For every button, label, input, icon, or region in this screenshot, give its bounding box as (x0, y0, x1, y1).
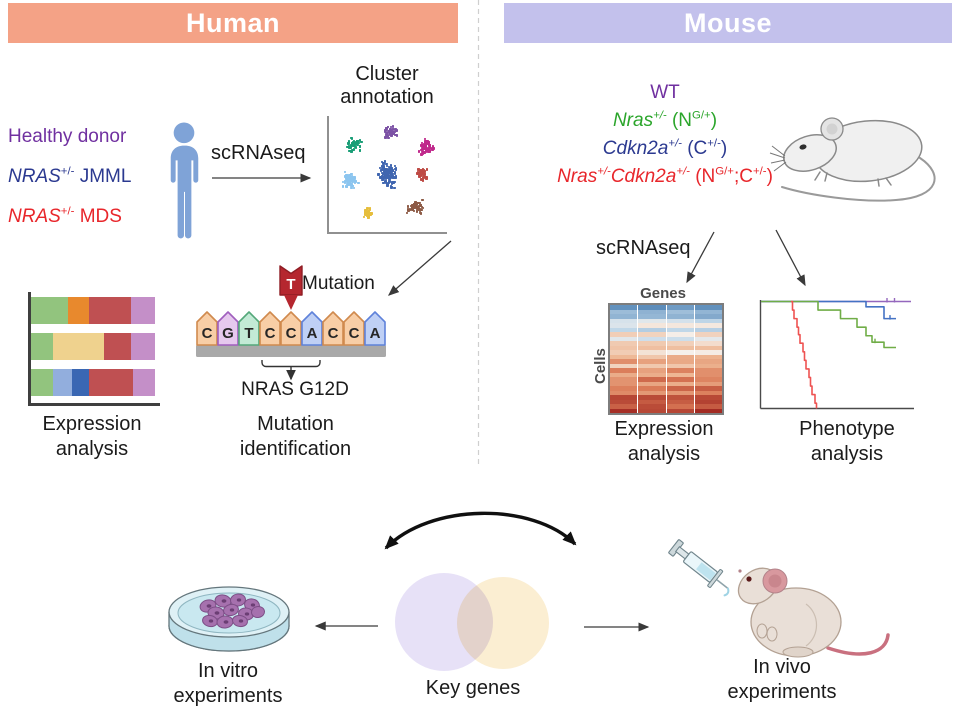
petri-dish-icon (168, 586, 290, 652)
expression-bar (31, 369, 155, 396)
svg-text:A: A (370, 325, 381, 342)
mouse-expression-caption: Expression analysis (614, 418, 714, 465)
cluster-plot (327, 116, 447, 234)
mouse-tail (826, 633, 890, 656)
scrnaseq-label-mouse: scRNAseq (596, 237, 691, 259)
survival-plot (759, 298, 914, 410)
genotype-label: Nras+/-Cdkn2a+/- (NG/+;C+/-) (557, 165, 773, 187)
mouse-to-survival-arrow (775, 229, 806, 287)
scrnaseq-label-human: scRNAseq (211, 142, 306, 164)
person-icon (170, 122, 199, 239)
mouse-to-heatmap-arrow (686, 231, 715, 284)
cluster-to-mutation-arrow (388, 240, 452, 296)
svg-text:C: C (328, 325, 339, 342)
key-genes-label: Key genes (425, 677, 521, 699)
mouse-eye (746, 576, 752, 582)
phenotype-caption: Phenotype analysis (799, 418, 895, 465)
human-donor-list: Healthy donor NRAS+/- JMML NRAS+/- MDS (8, 126, 168, 246)
human-mouse-exchange-arrow (384, 511, 577, 550)
survival-curve (761, 300, 896, 349)
mouse-tail (781, 157, 936, 202)
expression-bar (31, 297, 155, 324)
mutation-sequence: C G T C C A C C AT (196, 265, 386, 381)
svg-text:C: C (349, 325, 360, 342)
svg-text:T: T (286, 276, 295, 293)
human-expression-chart (28, 292, 160, 406)
mutation-label: Mutation (302, 273, 375, 294)
svg-text:C: C (202, 325, 213, 342)
mouse-eye (799, 144, 807, 150)
in-vivo-mouse-icon (668, 539, 890, 658)
mouse-whiskers (769, 145, 787, 172)
survival-curve (791, 300, 818, 409)
in-vivo-caption: In vivo experiments (727, 656, 837, 703)
donor-label: NRAS+/- MDS (8, 205, 122, 227)
genotype-label: Cdkn2a+/- (C+/-) (602, 137, 728, 159)
venn-circle-right (457, 577, 549, 669)
genotype-label: Nras+/- (NG/+) (612, 109, 718, 131)
mouse-panel-header: Mouse (504, 3, 952, 43)
mutation-result-label: NRAS G12D (241, 379, 349, 400)
survival-curve (761, 300, 896, 320)
mouse-icon (769, 117, 936, 202)
heatmap-genes-label: Genes (640, 285, 686, 302)
svg-text:T: T (244, 325, 253, 342)
donor-label: Healthy donor (8, 126, 127, 147)
expression-heatmap (608, 303, 724, 415)
cluster-annotation-title: Cluster annotation (340, 63, 434, 108)
svg-text:C: C (265, 325, 276, 342)
svg-text:G: G (222, 325, 234, 342)
mouse-genotype-list: WT Nras+/- (NG/+) Cdkn2a+/- (C+/-) Nras+/-C… (500, 79, 830, 191)
genotype-label: WT (650, 82, 680, 103)
in-vitro-caption: In vitro experiments (173, 660, 283, 707)
mutation-caption: Mutation identification (239, 413, 352, 460)
svg-text:A: A (307, 325, 318, 342)
heatmap-cells-label: Cells (592, 348, 609, 384)
human-expression-caption: Expression analysis (42, 413, 142, 460)
svg-text:C: C (286, 325, 297, 342)
syringe-icon (668, 539, 730, 597)
donor-label: NRAS+/- JMML (8, 165, 132, 187)
expression-bar (31, 333, 155, 360)
human-panel-header: Human (8, 3, 458, 43)
